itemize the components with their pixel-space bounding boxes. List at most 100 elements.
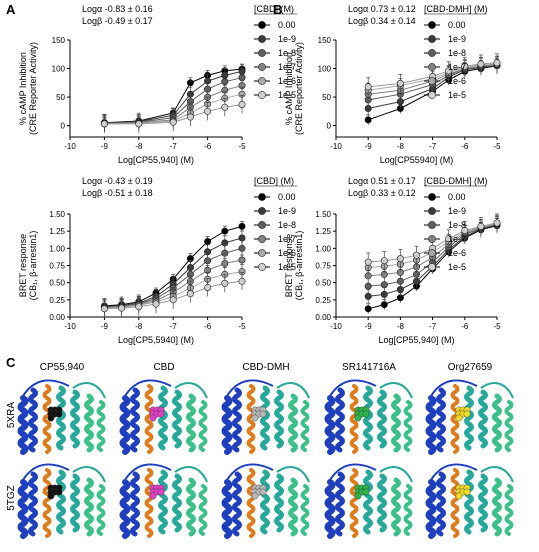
helix [198, 484, 208, 536]
y-tick-label: 1.25 [315, 227, 331, 236]
loop [72, 382, 106, 399]
helix [232, 387, 242, 453]
helix [260, 469, 270, 535]
legend-label: 1e-6 [278, 248, 296, 258]
y-axis-label-2: (CB₁, β-arrestin1) [294, 231, 304, 301]
helix [436, 471, 446, 537]
chart-a-bottom: -10 -9 -8 -7 -6 -5 0.00 0.25 0.50 0.75 1.00 1.25 1.5… [18, 176, 298, 345]
fit-annotation: Logα -0.43 ± 0.19 [82, 176, 153, 186]
legend-label: 0.00 [278, 192, 296, 202]
loop [22, 463, 70, 481]
loop [174, 382, 208, 399]
data-point [221, 78, 229, 86]
data-point [204, 257, 212, 265]
legend-title: [CBD] (M) [254, 4, 294, 14]
ligand-atom [455, 414, 463, 422]
data-point [380, 257, 388, 265]
loop [430, 379, 478, 397]
legend-label: 1e-5 [448, 262, 466, 272]
structure-5xra-3 [324, 379, 413, 455]
loop [124, 379, 172, 397]
structure-5xra-1 [119, 379, 208, 455]
legend-label: 1e-9 [448, 34, 466, 44]
structure-column-label: CP55,940 [40, 362, 85, 373]
chart-b-top: -10 -9 -8 -7 -6 -5 0 50 100 150 Log[CP55940] (M) % … [284, 4, 501, 165]
legend-label: 1e-9 [278, 34, 296, 44]
y-tick-label: 50 [56, 93, 65, 102]
data-point [364, 116, 372, 124]
x-tick-label: -5 [238, 142, 246, 151]
y-tick-label: 0.50 [315, 279, 331, 288]
x-tick-label: -5 [493, 142, 501, 151]
helix [288, 393, 298, 453]
data-point [169, 118, 177, 126]
x-tick-label: -7 [429, 322, 437, 331]
helix [464, 385, 474, 451]
legend-label: 0.00 [448, 192, 466, 202]
helix [436, 387, 446, 453]
data-point [169, 296, 177, 304]
helix [130, 387, 140, 453]
x-tick-label: -9 [101, 322, 109, 331]
data-point [412, 270, 420, 278]
ligand-atom [251, 414, 259, 422]
helix [130, 471, 140, 537]
panel-label-b: B [273, 2, 283, 17]
loop [276, 382, 310, 399]
structure-5tgz-2 [221, 463, 310, 539]
loop [22, 379, 70, 397]
legend-marker [428, 207, 436, 215]
data-point [221, 259, 229, 267]
y-axis-label-2: (CB₁, β-arrestin1) [28, 231, 38, 301]
helix [450, 468, 460, 538]
structure-5tgz-1 [119, 463, 208, 539]
loop [430, 463, 478, 481]
legend-marker [258, 49, 266, 57]
helix [172, 389, 182, 449]
legend-label: 1e-5 [448, 90, 466, 100]
ligand-atom [463, 488, 471, 496]
data-point [186, 290, 194, 298]
data-point [477, 60, 485, 68]
data-point [221, 249, 229, 257]
x-tick-label: -7 [170, 142, 178, 151]
helix [172, 473, 182, 533]
helix [274, 473, 284, 533]
helix [119, 479, 131, 539]
y-tick-label: 0 [61, 122, 66, 131]
helix [96, 400, 106, 452]
x-tick-label: -10 [330, 322, 342, 331]
y-tick-label: 50 [322, 93, 331, 102]
x-axis-label: Log[CP55,940] (M) [118, 155, 194, 165]
legend-label: 1e-8 [278, 48, 296, 58]
legend-label: 1e-7 [448, 234, 466, 244]
structure-5xra-0 [17, 379, 106, 455]
data-point [221, 227, 229, 235]
helix [450, 384, 460, 454]
y-tick-label: 100 [318, 65, 332, 74]
legend-marker [258, 63, 266, 71]
y-tick-label: 1.50 [315, 210, 331, 219]
legend-label: 1e-8 [278, 220, 296, 230]
panel-label-c: C [6, 355, 16, 370]
helix [84, 393, 94, 453]
fit-annotation: Logβ -0.49 ± 0.17 [82, 16, 153, 26]
structure-row-label: 5TGZ [6, 485, 17, 511]
y-tick-label: 0.75 [49, 262, 65, 271]
helix [504, 400, 514, 452]
data-point [100, 305, 108, 313]
helix [246, 468, 256, 538]
legend-label: 1e-6 [278, 76, 296, 86]
legend-marker [258, 193, 266, 201]
x-tick-label: -6 [461, 322, 469, 331]
legend-marker [428, 193, 436, 201]
data-point [445, 67, 453, 75]
loop [226, 463, 274, 481]
helix [221, 395, 233, 455]
legend-marker [258, 35, 266, 43]
structure-column-label: Org27659 [448, 362, 493, 373]
legend-marker [428, 21, 436, 29]
helix [17, 395, 29, 455]
data-point [100, 120, 108, 128]
data-point [493, 219, 501, 227]
